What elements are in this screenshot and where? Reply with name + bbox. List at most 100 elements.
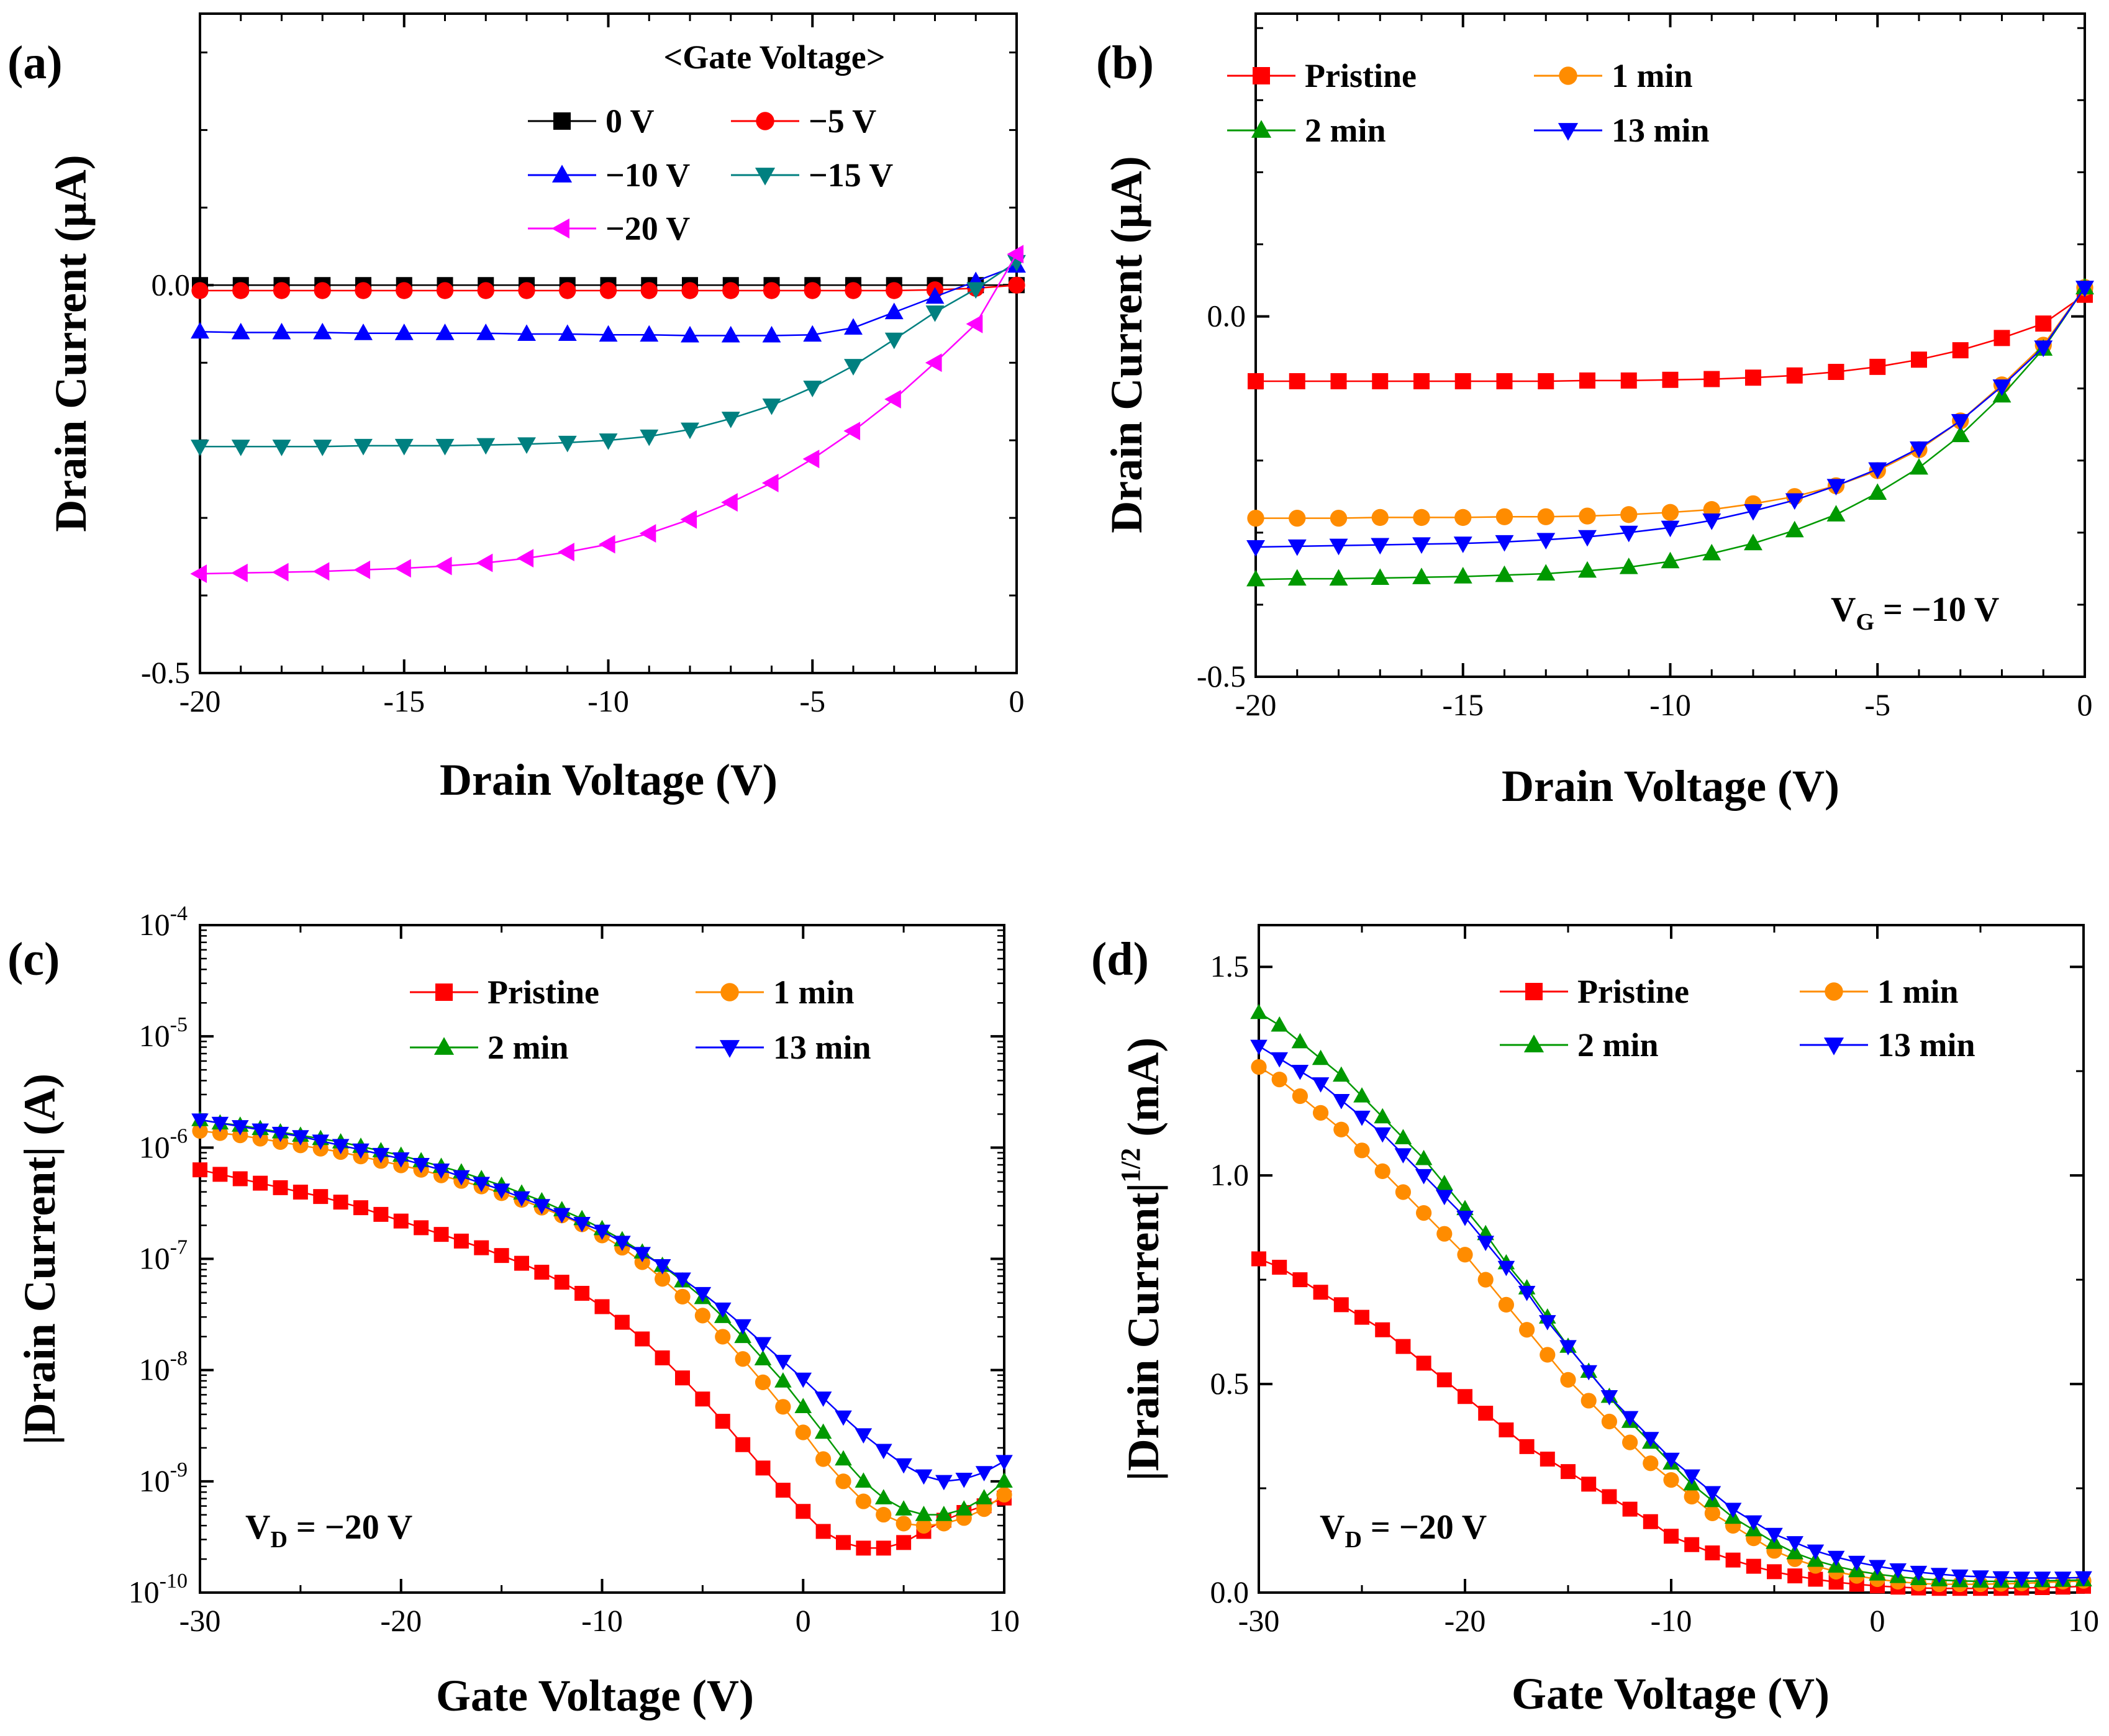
data-point xyxy=(1703,1486,1721,1502)
plot-area xyxy=(191,1111,1013,1556)
data-point xyxy=(1329,538,1348,556)
data-point xyxy=(1496,373,1513,390)
data-point xyxy=(1826,479,1846,495)
legend-label: −5 V xyxy=(809,102,876,140)
data-point xyxy=(996,1472,1013,1488)
data-point xyxy=(734,1319,751,1335)
series-line xyxy=(199,253,1018,575)
data-point xyxy=(1539,1315,1556,1331)
data-point xyxy=(762,325,781,343)
data-point xyxy=(1477,1236,1494,1252)
data-point xyxy=(955,1473,973,1488)
y-tick-label: 10-7 xyxy=(139,1236,188,1276)
y-tick-label: -0.5 xyxy=(141,655,190,690)
data-point xyxy=(212,1167,228,1182)
x-tick-label: -15 xyxy=(1442,687,1484,722)
data-point xyxy=(1287,539,1307,556)
data-point xyxy=(955,1500,973,1516)
data-point xyxy=(1374,1163,1390,1180)
data-point xyxy=(815,1451,832,1467)
data-point xyxy=(312,562,330,581)
data-point xyxy=(191,440,209,456)
data-point xyxy=(1456,1211,1474,1226)
data-point xyxy=(1579,507,1596,525)
data-point xyxy=(675,1370,690,1386)
panel-label: (d) xyxy=(1091,933,1149,985)
data-point xyxy=(855,1472,873,1488)
x-tick-label: -20 xyxy=(179,684,221,718)
data-point xyxy=(231,1120,249,1136)
y-tick-label: 0.0 xyxy=(1210,1575,1250,1609)
data-point xyxy=(1684,1537,1700,1552)
data-point xyxy=(1330,509,1348,527)
data-point xyxy=(762,398,781,415)
legend-marker xyxy=(1253,67,1270,84)
data-point xyxy=(775,1483,791,1498)
data-point xyxy=(1436,1372,1452,1388)
data-point xyxy=(1622,1434,1638,1450)
data-point xyxy=(835,1473,851,1490)
data-point xyxy=(517,324,536,341)
data-point xyxy=(191,282,209,299)
data-point xyxy=(814,1423,832,1439)
y-axis-title-sup: 1/2 xyxy=(1115,1148,1146,1183)
y-tick-base: 10 xyxy=(139,1241,170,1276)
data-point xyxy=(1889,1563,1907,1579)
data-point xyxy=(599,282,617,299)
data-point xyxy=(1495,508,1513,525)
y-axis-title: |Drain Current| (A) xyxy=(15,1074,65,1445)
data-point xyxy=(293,1185,308,1200)
data-point xyxy=(925,287,945,304)
data-point xyxy=(1271,1071,1287,1088)
y-tick-label: 1.5 xyxy=(1210,949,1250,983)
data-point xyxy=(1353,1087,1371,1103)
data-point xyxy=(494,1248,509,1264)
data-point xyxy=(754,1350,772,1365)
data-point xyxy=(1518,1286,1536,1301)
data-point xyxy=(804,282,821,299)
y-tick-base: 10 xyxy=(129,1575,160,1609)
legend-marker xyxy=(435,983,453,1001)
y-tick-label: 10-4 xyxy=(139,902,188,942)
data-point xyxy=(761,473,779,492)
x-tick-label: -30 xyxy=(1238,1603,1280,1638)
data-point xyxy=(1744,533,1762,551)
data-point xyxy=(1992,379,2011,396)
data-point xyxy=(856,1540,871,1556)
data-point xyxy=(394,323,414,340)
data-point xyxy=(1848,1555,1866,1571)
x-tick-label: 0 xyxy=(1009,684,1025,718)
data-point xyxy=(1951,414,1970,431)
data-point xyxy=(794,1372,812,1388)
data-point xyxy=(1622,1501,1638,1517)
legend-label: Pristine xyxy=(1577,973,1689,1010)
legend-label: 1 min xyxy=(773,974,855,1011)
data-point xyxy=(1786,1544,1803,1560)
data-point xyxy=(836,1535,851,1550)
legend-label: Pristine xyxy=(1305,57,1417,94)
data-point xyxy=(1333,1297,1349,1313)
data-point xyxy=(373,1206,389,1222)
data-point xyxy=(476,323,496,340)
series-line xyxy=(1256,287,2086,519)
data-point xyxy=(1457,1247,1473,1263)
data-point xyxy=(844,318,863,335)
data-point xyxy=(1394,1129,1412,1144)
data-point xyxy=(372,1147,390,1164)
data-point xyxy=(1413,373,1430,390)
data-point xyxy=(558,543,574,562)
data-point xyxy=(640,325,659,342)
legend-marker xyxy=(1523,1034,1544,1052)
data-point xyxy=(1869,1560,1886,1576)
data-point xyxy=(966,314,983,333)
data-point xyxy=(1786,367,1803,384)
data-point xyxy=(1601,1413,1617,1430)
x-axis-title: Gate Voltage (V) xyxy=(436,1671,754,1720)
data-point xyxy=(674,1288,691,1305)
data-point xyxy=(1536,564,1556,581)
data-point xyxy=(695,1391,710,1407)
data-point xyxy=(1251,1251,1266,1267)
data-point xyxy=(640,429,659,446)
data-point xyxy=(735,1437,751,1452)
